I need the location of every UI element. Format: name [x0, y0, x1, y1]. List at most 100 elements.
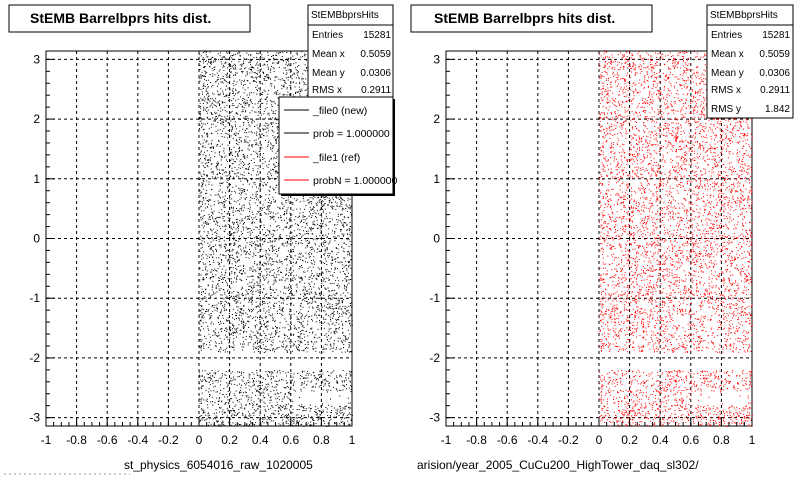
hit-point: [235, 423, 236, 425]
hit-point: [350, 206, 352, 208]
hit-point: [212, 250, 214, 252]
hit-point: [237, 260, 239, 262]
hit-point: [330, 343, 332, 345]
hit-point: [232, 317, 233, 319]
hit-point: [351, 351, 353, 353]
hit-point: [260, 224, 262, 226]
hit-point: [269, 202, 271, 204]
hit-point: [251, 402, 253, 404]
hit-point: [235, 240, 237, 242]
hit-point: [304, 208, 306, 210]
hit-point: [337, 235, 339, 237]
hit-point: [332, 274, 334, 276]
hit-point: [293, 304, 295, 306]
hit-point: [258, 133, 260, 135]
hit-point: [289, 311, 291, 313]
hit-point: [223, 122, 225, 124]
hit-point: [341, 351, 343, 353]
hit-point: [264, 64, 266, 66]
hit-point: [267, 253, 269, 255]
hit-point: [302, 78, 304, 80]
hit-point: [236, 332, 238, 334]
hit-point: [327, 287, 329, 289]
hit-point: [273, 189, 275, 191]
hit-point: [241, 192, 243, 194]
hit-point: [257, 275, 259, 277]
hit-point: [223, 119, 225, 121]
hit-point: [271, 118, 273, 120]
hit-point: [240, 343, 241, 345]
hit-point: [292, 258, 294, 260]
hit-point: [310, 228, 312, 230]
hit-point: [290, 293, 292, 295]
hit-point: [210, 63, 212, 64]
hit-point: [332, 308, 334, 310]
hit-point: [224, 58, 226, 60]
hit-point: [310, 274, 312, 276]
hit-point: [325, 407, 327, 408]
hit-point: [240, 234, 242, 236]
hit-point: [326, 271, 328, 273]
hit-point: [271, 247, 273, 249]
hit-point: [242, 414, 244, 416]
hit-point: [213, 204, 215, 206]
hit-point: [299, 335, 301, 337]
hit-point: [330, 345, 332, 347]
hit-point: [336, 277, 338, 279]
hit-point: [312, 371, 314, 373]
hit-point: [287, 392, 289, 393]
hit-point: [292, 202, 294, 204]
hit-point: [206, 344, 207, 346]
hit-point: [311, 390, 313, 392]
hit-point: [230, 243, 232, 245]
hit-point: [255, 409, 257, 411]
hit-point: [266, 257, 268, 259]
hit-point: [334, 224, 336, 226]
hit-point: [348, 424, 350, 426]
hit-point: [301, 382, 303, 383]
hit-point: [203, 75, 205, 77]
hit-point: [271, 241, 273, 243]
hit-point: [336, 331, 338, 333]
hit-point: [201, 376, 203, 377]
hit-point: [224, 351, 226, 353]
hit-point: [249, 403, 251, 405]
hit-point: [225, 200, 227, 202]
hit-point: [212, 85, 214, 86]
hit-point: [287, 413, 289, 415]
hit-point: [229, 327, 231, 329]
hit-point: [247, 208, 249, 210]
hit-point: [280, 392, 282, 393]
hit-point: [256, 244, 258, 246]
hit-point: [215, 288, 217, 290]
hit-point: [304, 300, 306, 302]
hit-point: [302, 271, 304, 273]
hit-point: [227, 289, 229, 291]
hit-point: [245, 339, 247, 341]
hit-point: [264, 117, 266, 119]
hit-point: [273, 158, 275, 160]
hit-point: [335, 196, 336, 198]
hit-point: [217, 261, 219, 263]
hit-point: [222, 156, 223, 158]
hit-point: [219, 245, 221, 247]
hit-point: [204, 378, 205, 380]
hit-point: [211, 289, 213, 291]
hit-point: [243, 328, 244, 330]
hit-point: [284, 387, 286, 389]
hit-point: [233, 161, 235, 162]
hit-point: [273, 164, 275, 166]
hit-point: [226, 51, 228, 53]
hit-point: [254, 283, 256, 285]
hit-point: [225, 330, 227, 332]
hit-point: [273, 101, 275, 103]
hit-point: [226, 347, 228, 349]
hit-point: [241, 273, 243, 275]
hit-point: [232, 89, 233, 91]
hit-point: [273, 163, 275, 165]
hit-point: [223, 205, 225, 207]
hit-point: [205, 254, 207, 256]
hit-point: [305, 252, 307, 254]
hit-point: [335, 228, 337, 230]
hit-point: [328, 202, 330, 204]
